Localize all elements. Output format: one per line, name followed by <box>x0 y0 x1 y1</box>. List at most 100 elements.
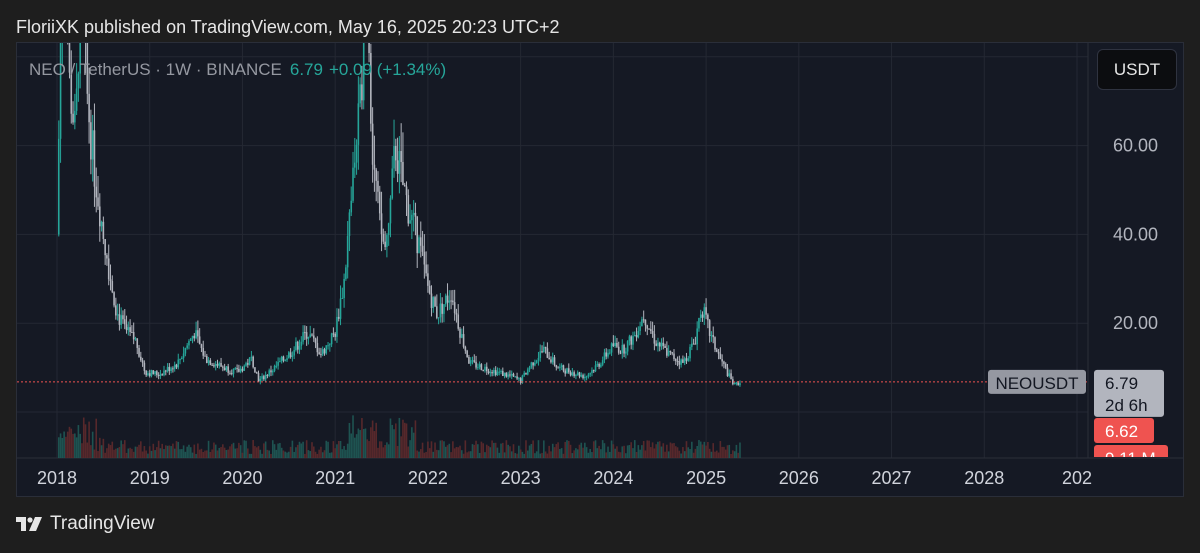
volume-bar <box>723 446 725 458</box>
volume-bar <box>330 452 333 458</box>
candle-body <box>277 361 279 366</box>
candle-body <box>109 279 112 282</box>
candle-body <box>691 343 693 347</box>
y-tick-label: 20.00 <box>1113 313 1158 333</box>
volume-bar <box>671 443 674 458</box>
candle-body <box>400 151 402 162</box>
currency-button[interactable]: USDT <box>1097 49 1177 90</box>
candle-body <box>305 332 308 339</box>
volume-bar <box>336 444 338 458</box>
volume-bar <box>666 444 668 458</box>
candle-body <box>626 341 629 352</box>
candle-body <box>632 336 634 345</box>
candle-body <box>371 123 374 165</box>
candle-body <box>247 363 249 365</box>
candle-body <box>250 356 253 358</box>
volume-bar <box>646 440 649 458</box>
candle-body <box>414 212 417 217</box>
volume-bar <box>321 452 324 458</box>
candle-body <box>505 372 508 377</box>
candle-body <box>658 342 661 347</box>
volume-bar <box>696 445 698 458</box>
candle-body <box>214 364 217 367</box>
volume-bar <box>678 450 681 458</box>
volume-bar <box>489 447 492 458</box>
candle-body <box>411 214 413 221</box>
volume-bar <box>728 444 731 458</box>
x-tick-label: 2019 <box>130 468 170 488</box>
candle-body <box>544 346 547 349</box>
candle-body <box>498 371 501 373</box>
volume-bar <box>334 448 336 458</box>
volume-bar <box>296 444 299 458</box>
candle-body <box>694 343 697 345</box>
volume-bar <box>523 453 526 458</box>
volume-bar <box>557 442 559 458</box>
candle-body <box>93 130 96 187</box>
candle-body <box>728 373 731 377</box>
volume-bar <box>407 446 410 458</box>
volume-bar <box>337 440 340 458</box>
volume-label-box <box>1094 445 1168 457</box>
candle-body <box>726 367 729 377</box>
volume-bar <box>350 433 353 458</box>
candle-body <box>614 342 616 347</box>
volume-bar <box>735 444 738 458</box>
volume-bar <box>147 453 149 458</box>
candle-body <box>546 348 549 358</box>
candle-body <box>708 320 711 336</box>
candle-body <box>318 352 320 355</box>
candle-body <box>136 338 139 348</box>
footer-brand[interactable]: TradingView <box>16 513 155 535</box>
published-info: FloriiXK published on TradingView.com, M… <box>16 17 560 37</box>
volume-bar <box>104 452 106 458</box>
candle-body <box>289 352 292 357</box>
volume-bar <box>63 431 65 458</box>
chart-frame[interactable] <box>16 42 1184 497</box>
candle-body <box>182 353 185 358</box>
volume-bar <box>373 431 376 458</box>
candle-body <box>357 103 360 145</box>
candle-body <box>264 374 267 380</box>
volume-bar <box>227 449 229 458</box>
candle-body <box>569 372 572 376</box>
volume-bar <box>544 451 547 458</box>
volume-bar <box>123 440 126 458</box>
secondary-price-label: 6.62 <box>1105 422 1138 441</box>
volume-bar <box>387 444 390 458</box>
volume-bar <box>134 446 137 458</box>
candle-body <box>705 307 707 315</box>
volume-bar <box>150 450 153 458</box>
volume-bar <box>584 442 586 458</box>
volume-bar <box>375 422 377 458</box>
candle-body <box>485 366 488 372</box>
candle-body <box>337 316 340 319</box>
volume-bar <box>362 428 365 458</box>
volume-bar <box>614 448 616 458</box>
volume-bar <box>100 445 103 458</box>
candle-body <box>85 27 87 41</box>
volume-bar <box>576 449 579 458</box>
candle-body <box>430 293 433 308</box>
volume-bar <box>450 452 452 458</box>
candle-body <box>216 364 219 366</box>
volume-bar <box>642 441 645 458</box>
candle-body <box>298 345 301 350</box>
volume-bar <box>148 446 151 458</box>
candle-body <box>345 267 347 279</box>
candle-body <box>279 361 281 363</box>
volume-bar <box>491 440 493 458</box>
volume-bar <box>516 453 518 458</box>
candle-body <box>325 345 328 354</box>
candle-body <box>582 375 584 379</box>
volume-bar <box>612 444 615 458</box>
symbol-description[interactable]: NEO / TetherUS · 1W · BINANCE <box>29 60 282 79</box>
volume-bar <box>721 446 723 458</box>
candle-body <box>692 343 695 345</box>
candle-body <box>407 195 410 224</box>
price-change: +0.09 (+1.34%) <box>328 60 447 79</box>
candle-body <box>59 43 62 139</box>
symbol-legend[interactable]: NEO / TetherUS · 1W · BINANCE 6.79 +0.09 (… <box>29 60 446 80</box>
candle-body <box>361 84 363 101</box>
